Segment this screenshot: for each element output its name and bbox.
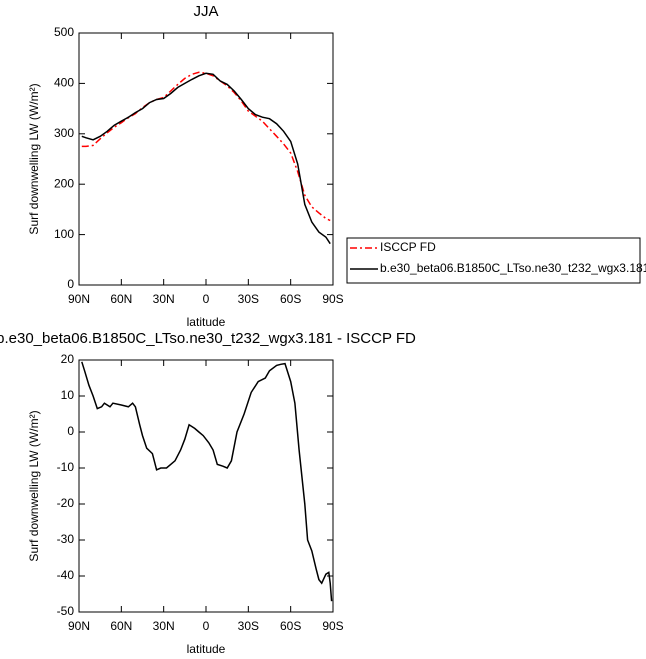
y-tick-label: 20 xyxy=(61,352,75,366)
chart-title: JJA xyxy=(193,3,218,20)
x-tick-label: 30S xyxy=(238,292,259,306)
x-tick-label: 60N xyxy=(110,619,132,633)
legend-box xyxy=(346,237,641,284)
legend-label: ISCCP FD xyxy=(380,240,436,254)
data-line xyxy=(81,361,333,602)
plot-frame xyxy=(78,32,334,286)
x-tick-label: 30S xyxy=(238,619,259,633)
x-tick-label: 30N xyxy=(153,292,175,306)
y-tick-label: 400 xyxy=(54,76,74,90)
y-axis-label: Surf downwelling LW (W/m²) xyxy=(27,410,41,561)
y-axis-label: Surf downwelling LW (W/m²) xyxy=(27,83,41,234)
x-tick-label: 60S xyxy=(280,619,301,633)
x-tick-label: 60N xyxy=(110,292,132,306)
x-tick-label: 0 xyxy=(203,619,210,633)
y-tick-label: 200 xyxy=(54,176,74,190)
y-tick-label: 300 xyxy=(54,126,74,140)
data-line xyxy=(81,72,331,245)
y-tick-label: -40 xyxy=(57,568,75,582)
x-tick-label: 90N xyxy=(68,619,90,633)
y-tick-label: 0 xyxy=(67,277,74,291)
y-tick-label: -30 xyxy=(57,532,75,546)
x-axis-label: latitude xyxy=(187,315,226,329)
y-tick-label: -50 xyxy=(57,604,75,618)
y-tick-label: -20 xyxy=(57,496,75,510)
x-tick-label: 0 xyxy=(203,292,210,306)
y-tick-label: 10 xyxy=(61,388,75,402)
chart-title: b.e30_beta06.B1850C_LTso.ne30_t232_wgx3.… xyxy=(0,330,416,347)
x-tick-label: 30N xyxy=(153,619,175,633)
x-axis-label: latitude xyxy=(187,642,226,656)
legend-label: b.e30_beta06.B1850C_LTso.ne30_t232_wgx3.… xyxy=(380,261,646,275)
data-line xyxy=(81,71,331,222)
plot-frame xyxy=(78,359,334,613)
x-tick-label: 60S xyxy=(280,292,301,306)
x-tick-label: 90S xyxy=(322,292,343,306)
x-tick-label: 90N xyxy=(68,292,90,306)
y-tick-label: -10 xyxy=(57,460,75,474)
x-tick-label: 90S xyxy=(322,619,343,633)
y-tick-label: 500 xyxy=(54,25,74,39)
y-tick-label: 0 xyxy=(67,424,74,438)
y-tick-label: 100 xyxy=(54,227,74,241)
